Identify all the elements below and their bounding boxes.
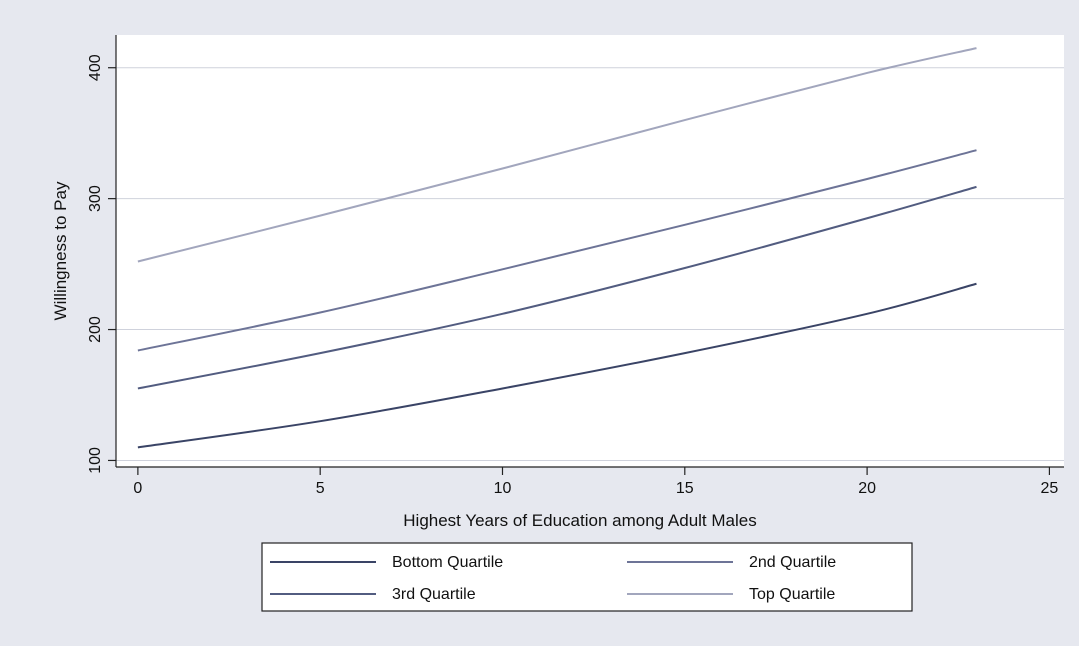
x-tick-label: 20 [858, 480, 876, 497]
tick-labels: 100 200 300 400 0 5 10 15 20 25 [87, 54, 1058, 497]
legend-box [261, 542, 913, 612]
legend-label: Bottom Quartile [392, 554, 503, 571]
y-tick-label: 200 [87, 316, 104, 343]
legend-label: 2nd Quartile [749, 554, 836, 571]
x-tick-label: 15 [676, 480, 694, 497]
plot-area [116, 35, 1064, 467]
gridlines [116, 67, 1064, 461]
x-tick-label: 5 [316, 480, 325, 497]
legend-label: Top Quartile [749, 586, 835, 603]
series-line [137, 282, 977, 449]
legend: Bottom Quartile 2nd Quartile 3rd Quartile T… [261, 542, 913, 612]
y-tick-label: 100 [87, 447, 104, 474]
x-tick-label: 10 [494, 480, 512, 497]
series-line [137, 47, 977, 263]
y-axis-label: Willingness to Pay [51, 181, 70, 320]
series-line [137, 149, 977, 352]
y-tick-label: 400 [87, 54, 104, 81]
x-tick-label: 0 [133, 480, 142, 497]
axes [108, 35, 1064, 475]
series-lines [137, 47, 977, 449]
x-tick-label: 25 [1041, 480, 1059, 497]
legend-label: 3rd Quartile [392, 586, 476, 603]
series-line [137, 185, 977, 390]
x-axis-label: Highest Years of Education among Adult M… [403, 511, 756, 530]
y-tick-label: 300 [87, 185, 104, 212]
